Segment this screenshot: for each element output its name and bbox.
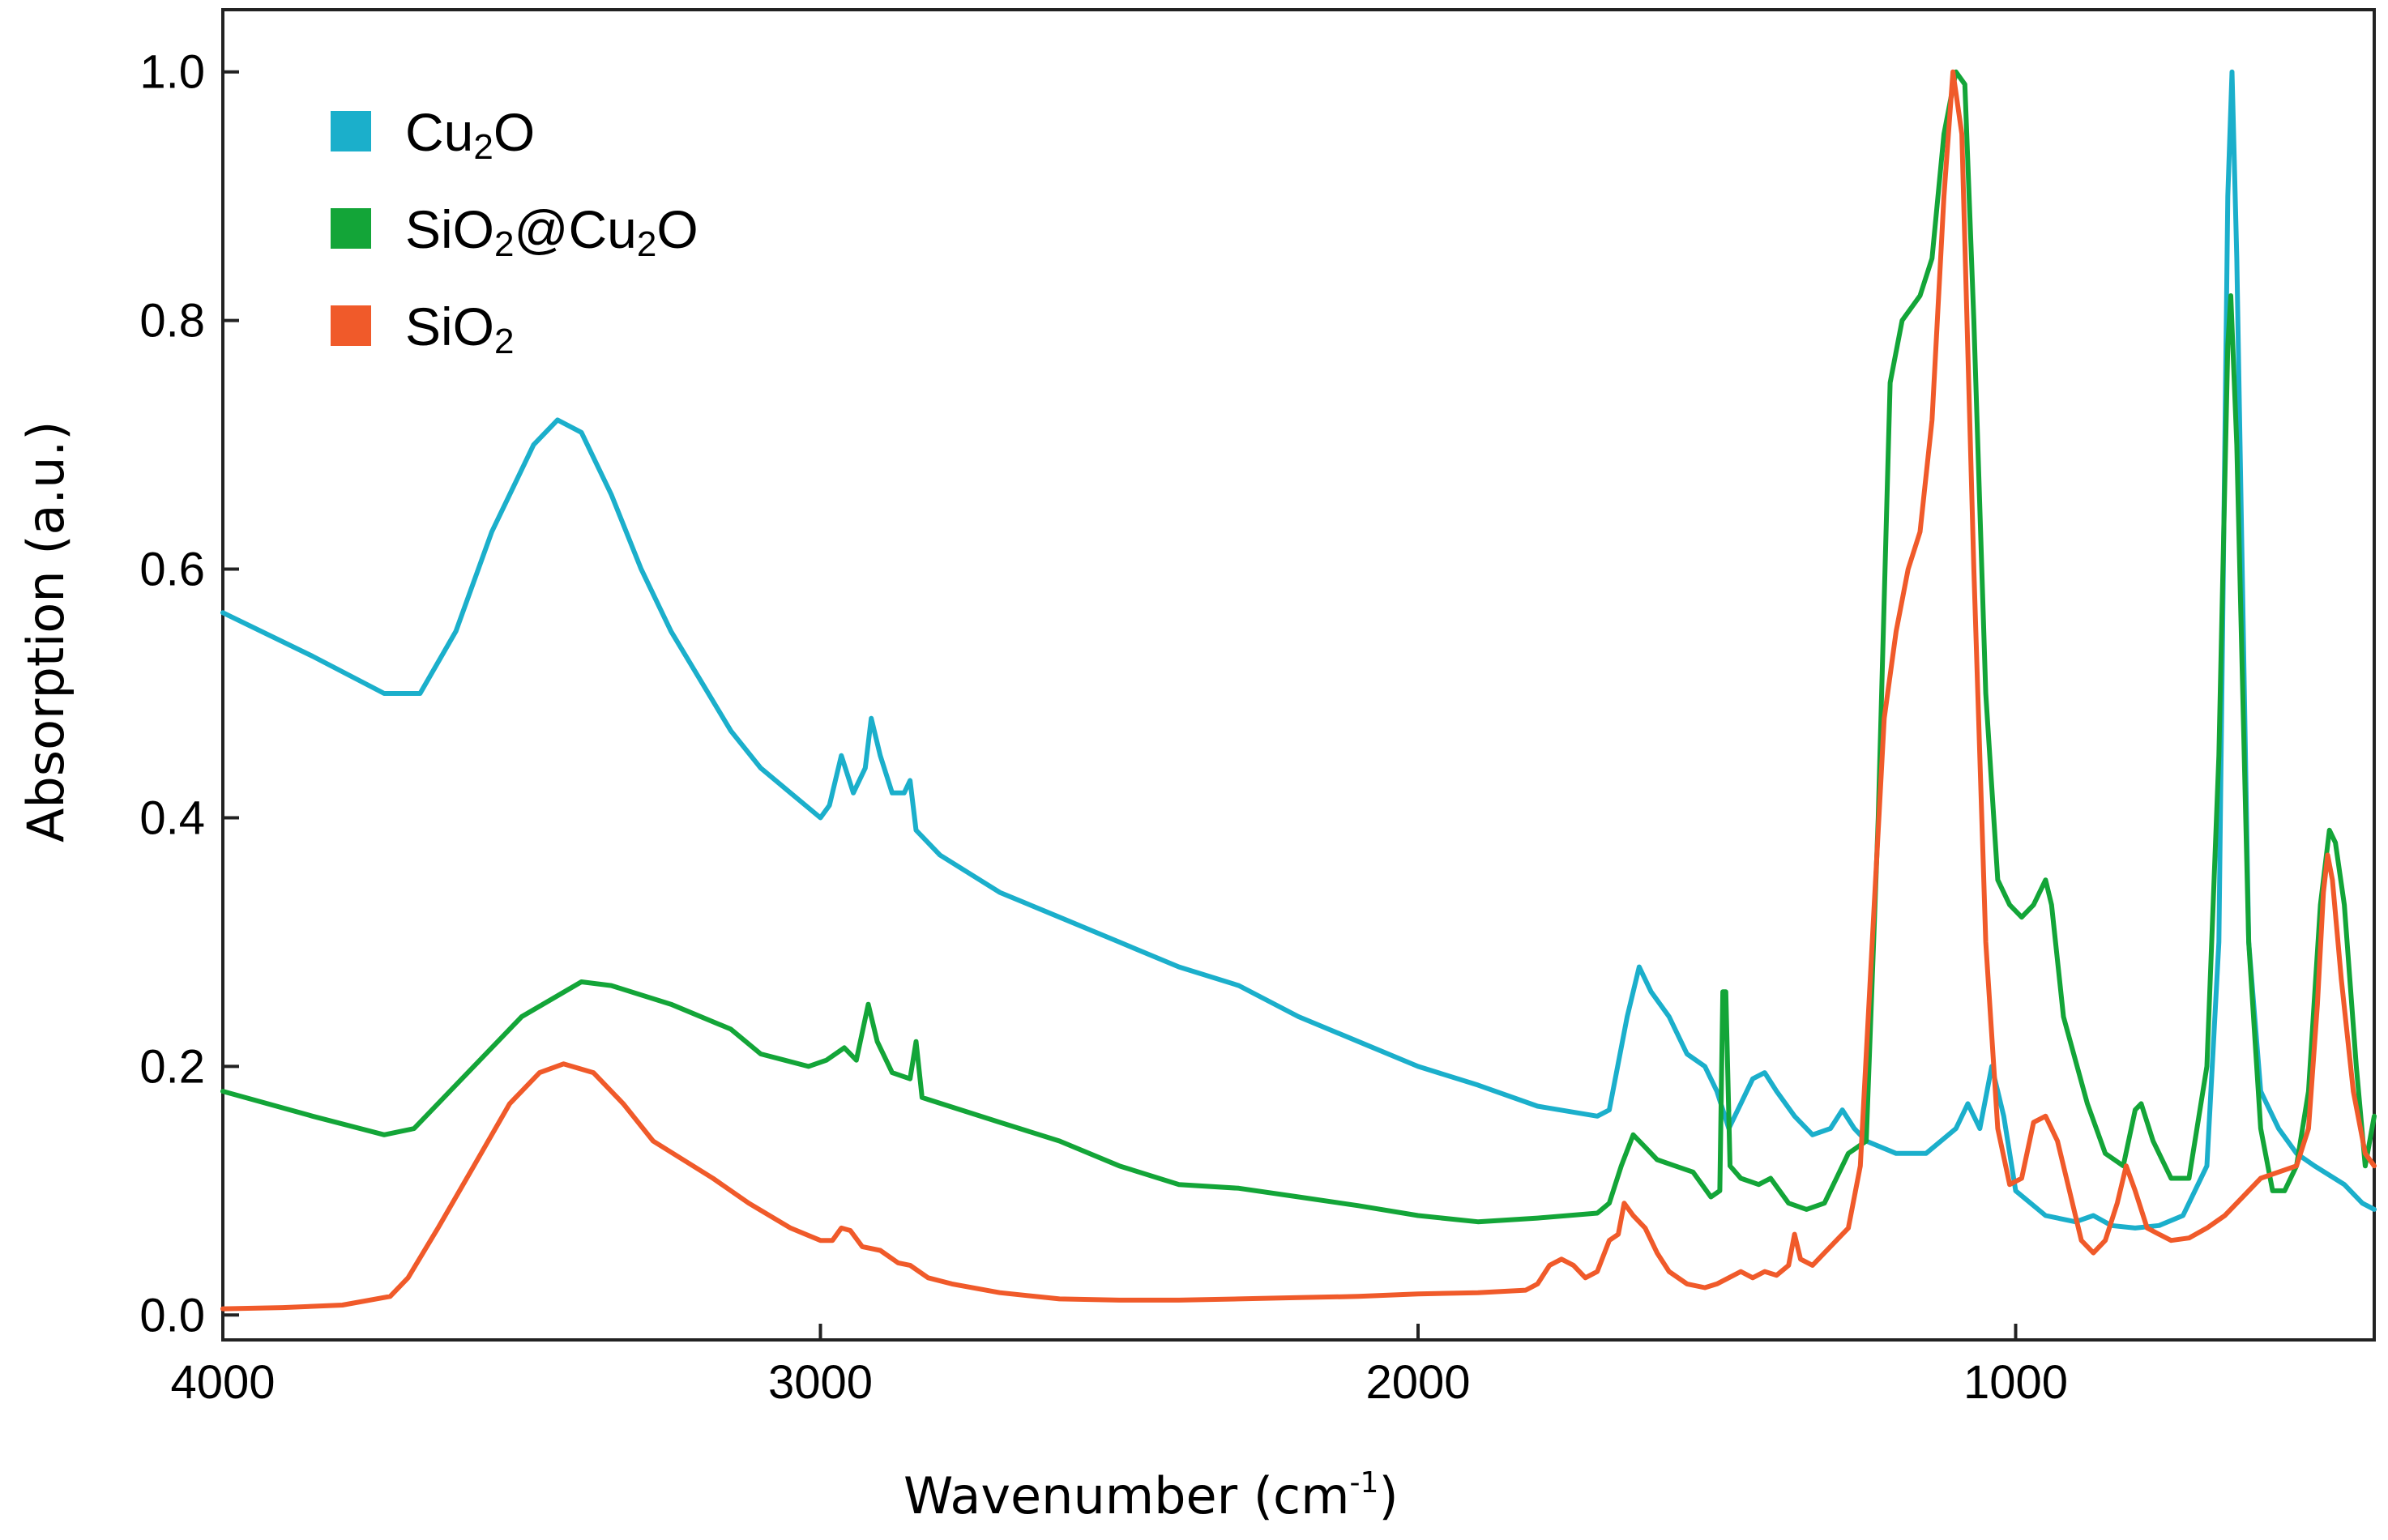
x-axis-ticks: 4000 3000 2000 1000 (170, 1324, 2068, 1409)
legend-swatch-0 (331, 111, 371, 151)
y-tick-label-5: 1.0 (139, 46, 205, 99)
legend-label-0-part-2: O (493, 102, 535, 162)
x-tick-label-2: 2000 (1365, 1356, 1470, 1409)
legend-label-2-part-0: SiO (405, 296, 494, 356)
x-axis-title: Wavenumber (cm-1) (904, 1466, 1399, 1525)
series-line-1 (220, 69, 2377, 1225)
series-line-0 (220, 69, 2377, 1231)
legend-swatch-2 (331, 305, 371, 346)
legend-label-1: SiO2@Cu2O (405, 199, 698, 264)
legend-label-1-part-1: 2 (494, 224, 514, 264)
legend-label-0-part-0: Cu (405, 102, 473, 162)
legend-label-1-part-4: O (656, 199, 698, 259)
series-lines (220, 69, 2377, 1312)
legend-label-1-part-3: 2 (637, 224, 656, 264)
y-tick-label-2: 0.4 (139, 791, 205, 844)
y-axis-title: Absorption (a.u.) (16, 421, 75, 843)
x-axis-title-main: Wavenumber (cm (904, 1466, 1350, 1525)
y-tick-label-0: 0.0 (139, 1289, 205, 1342)
y-tick-label-1: 0.2 (139, 1040, 205, 1093)
legend-label-2-part-1: 2 (494, 322, 514, 361)
x-tick-label-3: 1000 (1963, 1356, 2068, 1409)
y-tick-label-4: 0.8 (139, 295, 205, 348)
x-axis-title-close: ) (1378, 1466, 1398, 1525)
legend-label-0-part-1: 2 (473, 127, 493, 167)
x-tick-label-0: 4000 (170, 1356, 275, 1409)
legend-label-0: Cu2O (405, 102, 535, 167)
legend-label-1-part-2: @Cu (515, 199, 637, 259)
plot-frame (221, 8, 2376, 1342)
x-tick-label-1: 3000 (768, 1356, 873, 1409)
y-tick-label-3: 0.6 (139, 544, 205, 596)
legend-label-1-part-0: SiO (405, 199, 494, 259)
legend-label-2: SiO2 (405, 296, 515, 361)
y-axis-ticks: 0.0 0.2 0.4 0.6 0.8 1.0 (139, 46, 239, 1342)
legend-swatch-1 (331, 208, 371, 249)
series-line-2 (220, 69, 2377, 1312)
x-axis-title-sup: -1 (1350, 1466, 1379, 1499)
